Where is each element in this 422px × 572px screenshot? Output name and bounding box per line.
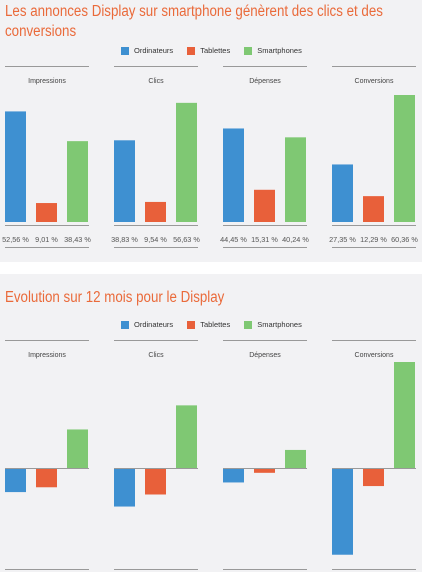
- data-label-depenses-ordinateurs: 44,45 %: [220, 235, 247, 244]
- legend-swatch-ordinateurs: [121, 46, 129, 55]
- bar-evolution-impressions-smartphones: [67, 429, 88, 468]
- data-label-clics-ordinateurs: 38,83 %: [111, 235, 138, 244]
- legend-swatch-smartphones: [244, 320, 253, 329]
- bar-evolution-conversions-ordinateurs: [332, 468, 353, 555]
- bar-evolution-depenses-smartphones: [285, 449, 306, 468]
- bar-clics-tablettes: [145, 201, 166, 222]
- legend-item-tablettes: Tablettes: [187, 320, 230, 329]
- panel-clics: Clics 38,83 % 9,54 % 56,63 %: [111, 66, 200, 248]
- bar-evolution-depenses-tablettes: [254, 468, 275, 473]
- legend-share: Ordinateurs Tablettes Smartphones: [121, 46, 302, 55]
- bar-evolution-clics-ordinateurs: [114, 468, 135, 507]
- bar-depenses-tablettes: [254, 189, 275, 222]
- legend-swatch-tablettes: [187, 320, 196, 329]
- panel-label-depenses: Dépenses: [249, 78, 281, 85]
- legend-label-ordinateurs: Ordinateurs: [134, 46, 174, 55]
- panel-evolution-depenses: Dépenses: [223, 340, 307, 570]
- legend-label-tablettes: Tablettes: [200, 320, 231, 329]
- panel-evolution-clics: Clics: [114, 340, 198, 570]
- panel-label-clics: Clics: [148, 78, 164, 85]
- bar-evolution-clics-smartphones: [176, 405, 197, 468]
- bar-evolution-depenses-ordinateurs: [223, 468, 244, 483]
- data-label-depenses-tablettes: 15,31 %: [251, 235, 278, 244]
- legend-label-smartphones: Smartphones: [257, 320, 302, 329]
- bar-evolution-impressions-tablettes: [36, 468, 57, 488]
- bar-clics-ordinateurs: [114, 140, 135, 222]
- legend-label-ordinateurs: Ordinateurs: [134, 320, 174, 329]
- bar-conversions-tablettes: [363, 196, 384, 222]
- legend-swatch-smartphones: [244, 46, 253, 55]
- legend-item-smartphones: Smartphones: [244, 46, 302, 55]
- panel-label-impressions: Impressions: [28, 78, 66, 85]
- panel-label-conversions: Conversions: [355, 78, 394, 85]
- panel-label-clics: Clics: [148, 352, 164, 359]
- legend-label-tablettes: Tablettes: [200, 46, 231, 55]
- panel-evolution-conversions: Conversions: [332, 340, 416, 570]
- legend-swatch-ordinateurs: [121, 320, 129, 329]
- panel-evolution-impressions: Impressions: [5, 340, 89, 570]
- panel-label-impressions: Impressions: [28, 352, 66, 359]
- legend-item-smartphones: Smartphones: [244, 320, 302, 329]
- panel-depenses: Dépenses 44,45 % 15,31 % 40,24 %: [220, 66, 309, 248]
- bar-impressions-ordinateurs: [5, 111, 26, 222]
- bar-evolution-impressions-ordinateurs: [5, 468, 26, 493]
- panel-conversions: Conversions 27,35 % 12,29 % 60,36 %: [329, 66, 418, 248]
- data-label-impressions-tablettes: 9,01 %: [35, 235, 58, 244]
- bar-evolution-conversions-tablettes: [363, 468, 384, 487]
- legend-item-tablettes: Tablettes: [187, 46, 230, 55]
- data-label-depenses-smartphones: 40,24 %: [282, 235, 309, 244]
- chart-title-share: Les annonces Display sur smartphone génè…: [5, 3, 383, 20]
- panel-label-conversions: Conversions: [355, 352, 394, 359]
- legend-item-ordinateurs: Ordinateurs: [121, 46, 173, 55]
- legend-label-smartphones: Smartphones: [257, 46, 302, 55]
- bar-evolution-conversions-smartphones: [394, 362, 415, 468]
- bar-clics-smartphones: [176, 102, 197, 222]
- chart-title-share-line2: conversions: [5, 23, 77, 40]
- data-label-clics-tablettes: 9,54 %: [144, 235, 167, 244]
- panel-label-depenses: Dépenses: [249, 352, 281, 359]
- bar-impressions-smartphones: [67, 141, 88, 222]
- legend-swatch-tablettes: [187, 46, 196, 55]
- legend-item-ordinateurs: Ordinateurs: [121, 320, 173, 329]
- data-label-conversions-ordinateurs: 27,35 %: [329, 235, 356, 244]
- data-label-impressions-smartphones: 38,43 %: [64, 235, 91, 244]
- bar-depenses-ordinateurs: [223, 128, 244, 222]
- data-label-conversions-smartphones: 60,36 %: [391, 235, 418, 244]
- data-label-conversions-tablettes: 12,29 %: [360, 235, 387, 244]
- bar-depenses-smartphones: [285, 137, 306, 222]
- panel-impressions: Impressions 52,56 % 9,01 % 38,43 %: [2, 66, 91, 248]
- data-label-clics-smartphones: 56,63 %: [173, 235, 200, 244]
- legend-evolution: Ordinateurs Tablettes Smartphones: [121, 320, 302, 329]
- bar-conversions-ordinateurs: [332, 164, 353, 222]
- bar-conversions-smartphones: [394, 95, 415, 222]
- bar-evolution-clics-tablettes: [145, 468, 166, 495]
- data-label-impressions-ordinateurs: 52,56 %: [2, 235, 29, 244]
- chart-title-evolution: Evolution sur 12 mois pour le Display: [5, 289, 225, 306]
- bar-impressions-tablettes: [36, 203, 57, 222]
